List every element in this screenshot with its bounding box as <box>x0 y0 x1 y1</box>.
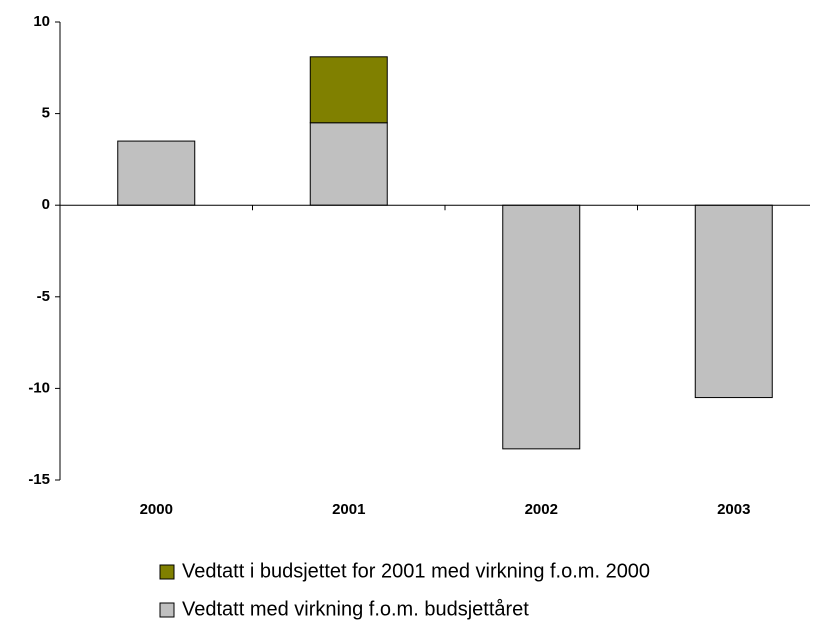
x-tick-label: 2003 <box>717 501 750 518</box>
bar <box>117 140 196 206</box>
bar <box>694 204 773 399</box>
y-tick-label: -15 <box>28 471 50 488</box>
y-tick-label: 0 <box>42 196 50 213</box>
x-tick-label: 2002 <box>525 501 558 518</box>
x-tick-label: 2000 <box>140 501 173 518</box>
bar <box>309 56 388 124</box>
y-tick-label: 10 <box>33 13 50 30</box>
y-tick-label: 5 <box>42 105 50 122</box>
legend-label: Vedtatt med virkning f.o.m. budsjettåret <box>182 598 529 620</box>
legend-label: Vedtatt i budsjettet for 2001 med virkni… <box>182 560 650 582</box>
legend-swatch <box>159 602 175 618</box>
legend-swatch <box>159 564 175 580</box>
bar <box>309 122 388 206</box>
x-tick-label: 2001 <box>332 501 365 518</box>
y-tick-label: -5 <box>37 288 50 305</box>
bar <box>502 204 581 450</box>
y-tick-label: -10 <box>28 379 50 396</box>
